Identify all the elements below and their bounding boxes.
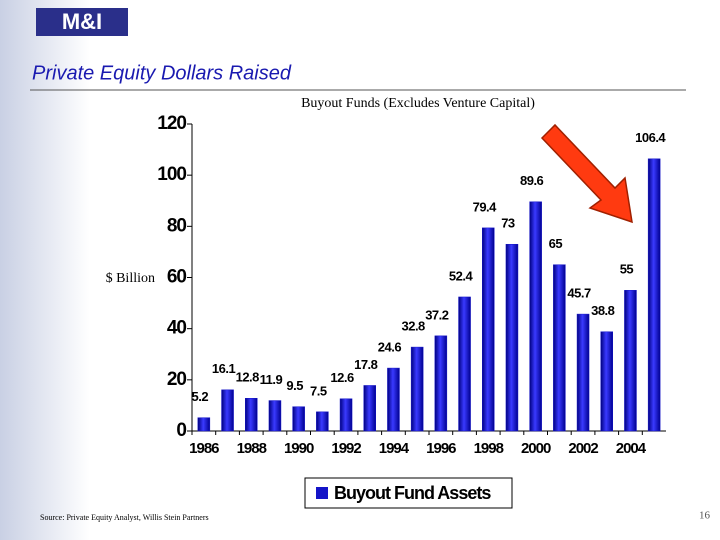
bar xyxy=(363,385,376,432)
bar xyxy=(647,158,661,432)
bar xyxy=(553,264,566,432)
y-tick-label: 20 xyxy=(167,369,187,390)
data-label: 11.9 xyxy=(260,372,283,387)
bar xyxy=(576,313,590,432)
x-tick-label: 1994 xyxy=(379,440,410,457)
x-tick-label: 1998 xyxy=(474,440,504,457)
bar xyxy=(434,335,448,432)
data-label: 89.6 xyxy=(520,173,544,188)
bar xyxy=(482,227,495,432)
data-label: 5.2 xyxy=(192,389,209,404)
data-label: 38.8 xyxy=(591,303,615,318)
x-tick-label: 2004 xyxy=(616,440,647,457)
bar xyxy=(339,398,353,432)
bar xyxy=(197,417,211,432)
bar xyxy=(387,367,400,432)
legend-label: Buyout Fund Assets xyxy=(334,483,491,503)
bar xyxy=(316,411,329,432)
logo-box xyxy=(36,8,128,36)
x-tick-label: 1990 xyxy=(284,440,314,457)
y-tick-label: 60 xyxy=(167,267,187,288)
legend-swatch xyxy=(316,487,328,499)
legend-box xyxy=(304,477,513,509)
y-tick-label: 100 xyxy=(157,164,186,185)
data-label: 32.8 xyxy=(401,319,425,334)
x-tick-label: 2000 xyxy=(521,440,551,457)
x-tick-label: 1986 xyxy=(189,440,219,457)
logo: M&I xyxy=(62,9,102,34)
source: Source: Private Equity Analyst, Willis S… xyxy=(40,513,209,522)
bar xyxy=(600,331,613,432)
bar xyxy=(410,346,424,432)
data-label: 45.7 xyxy=(567,286,591,301)
data-label: 12.6 xyxy=(330,370,354,385)
data-label: 55 xyxy=(620,262,634,277)
y-axis-label: $ Billion xyxy=(106,271,155,286)
data-label: 106.4 xyxy=(635,130,666,145)
y-tick-label: 0 xyxy=(176,420,186,441)
bar xyxy=(458,296,471,432)
x-tick-label: 2002 xyxy=(568,440,598,457)
bar xyxy=(624,290,637,432)
arrow xyxy=(540,123,633,224)
x-tick-label: 1996 xyxy=(426,440,456,457)
data-label: 79.4 xyxy=(473,199,498,214)
bar xyxy=(505,243,519,432)
bar xyxy=(245,398,258,432)
y-tick-label: 40 xyxy=(167,318,187,339)
data-label: 24.6 xyxy=(378,340,402,355)
data-label: 73 xyxy=(501,216,515,231)
annotation-arrow xyxy=(540,123,633,224)
bar xyxy=(221,389,234,432)
data-label: 12.8 xyxy=(236,370,260,385)
data-label: 37.2 xyxy=(425,307,449,322)
data-label: 9.5 xyxy=(286,378,303,393)
bar xyxy=(268,400,282,432)
plot: 0 20 40 60 80 100 120 1986 1988 1990 1992 1994 1996 1… xyxy=(157,113,667,503)
page-number: 16 xyxy=(699,510,711,522)
bar xyxy=(292,406,305,432)
data-label: 17.8 xyxy=(354,357,378,372)
y-tick-label: 120 xyxy=(157,113,186,134)
chart-title: Buyout Funds (Excludes Venture Capital) xyxy=(301,96,535,111)
bar xyxy=(529,201,542,432)
x-tick-label: 1988 xyxy=(237,440,267,457)
y-tick-label: 80 xyxy=(167,215,187,236)
x-tick-label: 1992 xyxy=(331,440,361,457)
slide-title: Private Equity Dollars Raised xyxy=(32,62,292,84)
data-label: 7.5 xyxy=(310,383,327,398)
data-label: 16.1 xyxy=(212,361,236,376)
data-label: 65 xyxy=(549,236,563,251)
data-label: 52.4 xyxy=(449,268,474,283)
